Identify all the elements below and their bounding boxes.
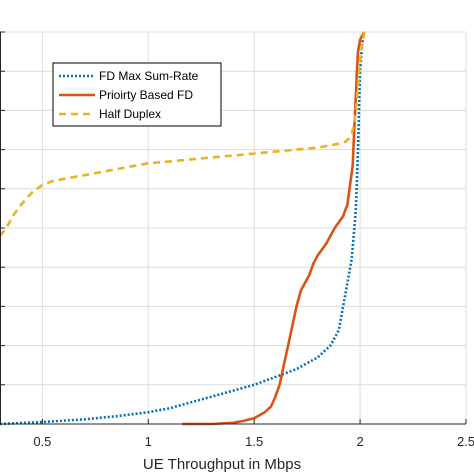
axes: [0, 31, 467, 425]
x-tick-label: 1.5: [245, 434, 263, 449]
legend: FD Max Sum-Rate Prioirty Based FD Half Dup…: [52, 62, 222, 127]
x-tick-label: 2.5: [457, 434, 474, 449]
x-tick-label: 1: [145, 434, 152, 449]
series-line-half-duplex: [0, 31, 366, 237]
x-tick-label: 0.5: [33, 434, 51, 449]
legend-items: FD Max Sum-Rate Prioirty Based FD Half Dup…: [59, 69, 199, 121]
legend-label: Prioirty Based FD: [99, 88, 193, 102]
x-tick-label: 2: [356, 434, 363, 449]
legend-label: Half Duplex: [99, 107, 161, 121]
grid: [0, 31, 467, 424]
x-tick-labels: 0.5 1 1.5 2 2.5: [33, 434, 474, 449]
series-layer: [0, 31, 366, 426]
x-axis-label: UE Throughput in Mbps: [143, 456, 301, 473]
legend-label: FD Max Sum-Rate: [99, 69, 199, 83]
